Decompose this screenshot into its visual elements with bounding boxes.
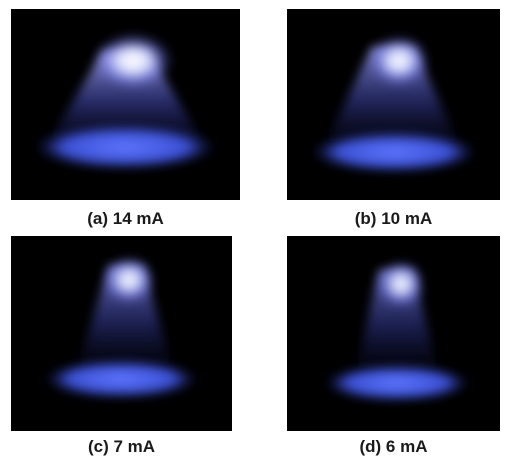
- plasma-photo-6ma: [287, 236, 500, 431]
- caption-panel-b: (b) 10 mA: [354, 209, 433, 228]
- caption-panel-d: (d) 6 mA: [359, 437, 428, 456]
- plasma-photo-7ma: [11, 236, 232, 431]
- plasma-photo-10ma: [287, 9, 500, 200]
- caption-panel-a: (a) 14 mA: [87, 209, 164, 228]
- caption-panel-c: (c) 7 mA: [87, 437, 156, 456]
- plasma-photo-14ma: [11, 9, 240, 200]
